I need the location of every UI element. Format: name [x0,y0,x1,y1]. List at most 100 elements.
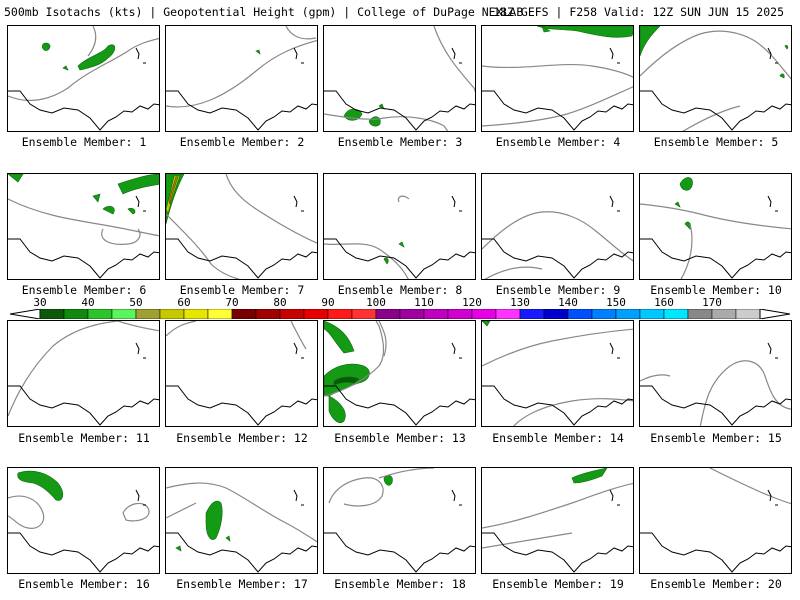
colorbar-tick-label: 150 [606,296,626,309]
height-contour [640,30,791,80]
ensemble-map [482,468,633,573]
ensemble-panel [481,467,634,574]
member-caption: Ensemble Member: 8 [337,283,463,297]
colorbar-tick-label: 90 [321,296,335,309]
height-contour [482,211,633,262]
coastline [166,90,317,131]
isotach-area [8,174,24,183]
colorbar-swatch [735,309,761,319]
height-contour [324,113,449,131]
coastline [640,385,791,426]
coastline [293,342,298,355]
colorbar-swatch [495,309,521,319]
height-contour [324,321,385,397]
isotach-area [62,65,69,71]
coastline [324,90,475,131]
coastline [640,532,791,573]
ensemble-panel [7,320,160,427]
member-caption: Ensemble Member: 4 [495,135,621,149]
ensemble-map [8,321,159,426]
isotach-area [679,177,693,191]
coastline [8,385,159,426]
member-caption: Ensemble Member: 9 [495,283,621,297]
coastline [8,238,159,279]
ensemble-map [482,321,633,426]
height-contour [8,495,45,529]
ensemble-panel [481,25,634,132]
coastline [640,90,791,131]
member-caption: Ensemble Member: 1 [21,135,147,149]
colorbar-swatch [423,309,449,319]
coastline [8,532,159,573]
colorbar-swatch [279,309,305,319]
height-contour [117,321,159,332]
colorbar-tick-label: 50 [129,296,143,309]
height-contour [482,63,633,78]
coastline [451,489,456,502]
coastline [609,195,614,208]
coastline [135,342,140,355]
colorbar-swatch [543,309,569,319]
ensemble-map [324,26,475,131]
ensemble-panel [7,173,160,280]
colorbar-tick-label: 60 [177,296,191,309]
isotach-area [92,193,101,203]
coastline [640,238,791,279]
isotach-area [205,500,223,540]
height-contour [166,321,197,337]
isotach-area [175,545,182,552]
colorbar-swatch [567,309,593,319]
height-contour [8,37,159,101]
coastline [135,195,140,208]
coastline [451,342,456,355]
colorbar-tick-label: 40 [81,296,95,309]
ensemble-panel [639,320,792,427]
isotach-area [482,321,491,327]
colorbar-tick-label: 120 [462,296,482,309]
colorbar-tick-label: 140 [558,296,578,309]
height-contour [87,26,97,57]
height-contour [640,203,791,230]
isotach-area [779,73,785,79]
height-contour [290,321,307,350]
colorbar-swatch [519,309,545,319]
member-caption: Ensemble Member: 11 [18,431,150,445]
coastline [324,238,475,279]
coastline [609,489,614,502]
height-contour [433,26,475,93]
isotach-area [536,26,633,38]
coastline [767,47,772,60]
height-contour [482,532,573,549]
height-contour [680,223,693,279]
ensemble-panel [165,173,318,280]
height-contour [699,360,791,426]
colorbar-tick-label: 170 [702,296,722,309]
colorbar-tick-label: 80 [273,296,287,309]
ensemble-map [324,195,475,279]
isotach-area [368,116,381,127]
colorbar-swatch [639,309,665,319]
ensemble-panel [323,25,476,132]
height-contour [709,468,791,505]
isotach-area [333,376,360,386]
member-caption: Ensemble Member: 2 [179,135,305,149]
coastline [324,532,475,573]
member-caption: Ensemble Member: 19 [492,577,624,591]
coastline [482,90,633,131]
isotach-area [17,470,64,501]
colorbar-swatch [591,309,617,319]
colorbar-swatch [87,309,113,319]
coastline [482,532,633,573]
ensemble-map [482,26,633,131]
ensemble-panel [639,467,792,574]
member-caption: Ensemble Member: 20 [650,577,782,591]
height-contour [682,105,741,131]
height-contour [285,26,317,40]
isotach-area [378,103,385,110]
height-contour [640,374,671,382]
coastline [609,342,614,355]
height-contour [482,328,633,367]
colorbar-labels: 30 40 50 60 70 80 90 100 110 120 130 140 150 160 170 [0,296,800,310]
ensemble-panel [7,467,160,574]
isotach-area [398,241,405,248]
